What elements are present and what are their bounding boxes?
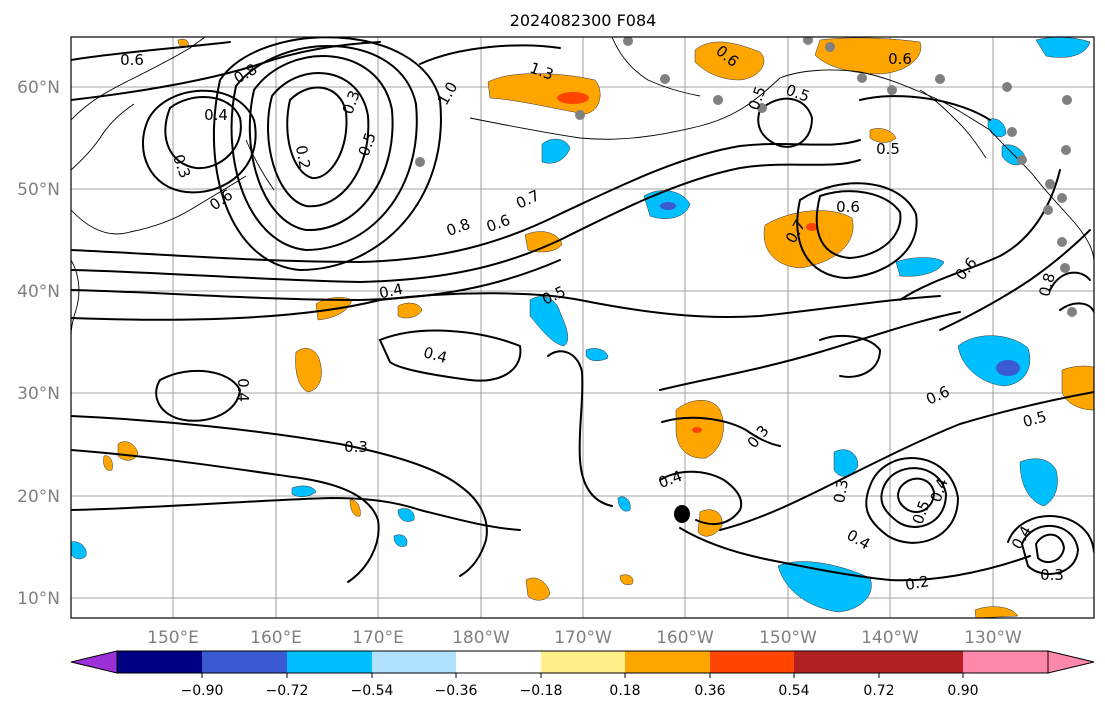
lat-label: 40°N	[17, 282, 60, 302]
lon-label: 160°E	[250, 628, 302, 648]
colorbar-tick-label: −0.72	[266, 683, 309, 699]
lon-label: 150°W	[759, 628, 817, 648]
lon-label: 180°W	[452, 628, 510, 648]
lat-label: 60°N	[17, 78, 60, 98]
lat-label: 20°N	[17, 487, 60, 507]
contour-label: 0.3	[830, 478, 852, 505]
cyclone-marker	[674, 505, 690, 523]
contour-label: 0.2	[292, 144, 314, 171]
colorbar-tick-label: −0.54	[351, 683, 394, 699]
lon-label: 170°E	[352, 628, 404, 648]
contour-label: 0.6	[888, 50, 912, 68]
longitude-labels: 150°E 160°E 170°E 180°W 170°W 160°W 150°…	[147, 628, 1022, 648]
colorbar-segment	[879, 651, 963, 673]
colorbar-segment	[202, 651, 287, 673]
colorbar-tick-label: 0.90	[947, 683, 978, 699]
station-markers	[415, 37, 1077, 317]
colorbar-left-arrow	[70, 650, 118, 674]
colorbar-frame	[116, 650, 1049, 674]
colorbar-tick-label: −0.90	[181, 683, 224, 699]
contour-label: 0.4	[234, 378, 252, 402]
map-content	[71, 37, 1094, 618]
colorbar-segment	[456, 651, 541, 673]
colorbar-ticks	[201, 673, 964, 678]
lon-label: 140°W	[861, 628, 919, 648]
coastlines	[71, 37, 1094, 337]
gridlines	[71, 37, 1094, 618]
colorbar-tick-label: 0.72	[863, 683, 894, 699]
colorbar-segment	[794, 651, 879, 673]
lon-label: 170°W	[554, 628, 612, 648]
lat-label: 50°N	[17, 180, 60, 200]
colorbar-tick-label: 0.54	[778, 683, 809, 699]
colorbar-segment	[625, 651, 710, 673]
latitude-labels: 60°N 50°N 40°N 30°N 20°N 10°N	[17, 78, 60, 609]
contour-label: 0.6	[120, 51, 144, 69]
contour-label: 0.4	[377, 280, 404, 303]
colorbar: −0.90 −0.72 −0.54 −0.36 −0.18 0.18 0.36 …	[70, 650, 1095, 699]
colorbar-segment	[117, 651, 202, 673]
colorbar-segment	[287, 651, 372, 673]
colorbar-segment	[963, 651, 1048, 673]
lon-label: 150°E	[147, 628, 199, 648]
colorbar-tick-label: 0.36	[694, 683, 725, 699]
colorbar-segment	[372, 651, 456, 673]
colorbar-right-arrow	[1047, 650, 1095, 674]
lat-label: 30°N	[17, 384, 60, 404]
lon-label: 130°W	[964, 628, 1022, 648]
lon-label: 160°W	[656, 628, 714, 648]
contour-label: 0.3	[1040, 566, 1064, 584]
colorbar-segment	[710, 651, 794, 673]
colorbar-tick-label: −0.36	[435, 683, 478, 699]
map-title: 2024082300 F084	[510, 11, 657, 30]
map-background	[71, 37, 1094, 618]
colorbar-segment	[541, 651, 625, 673]
contour-label: 0.5	[876, 140, 900, 158]
contour-label: 0.4	[204, 106, 228, 124]
contour-label: 0.3	[344, 438, 368, 456]
shaded-anomalies	[71, 37, 1094, 618]
contour-label: 0.5	[1021, 407, 1049, 431]
contour-label: 0.2	[904, 572, 931, 594]
colorbar-tick-label: 0.18	[609, 683, 640, 699]
contour-lines	[71, 37, 1094, 583]
lat-label: 10°N	[17, 589, 60, 609]
contour-label: 0.4	[421, 343, 449, 367]
colorbar-tick-label: −0.18	[520, 683, 563, 699]
contour-label: 0.6	[836, 198, 860, 216]
map-frame	[70, 36, 1095, 619]
contour-label: 0.8	[1035, 271, 1059, 299]
